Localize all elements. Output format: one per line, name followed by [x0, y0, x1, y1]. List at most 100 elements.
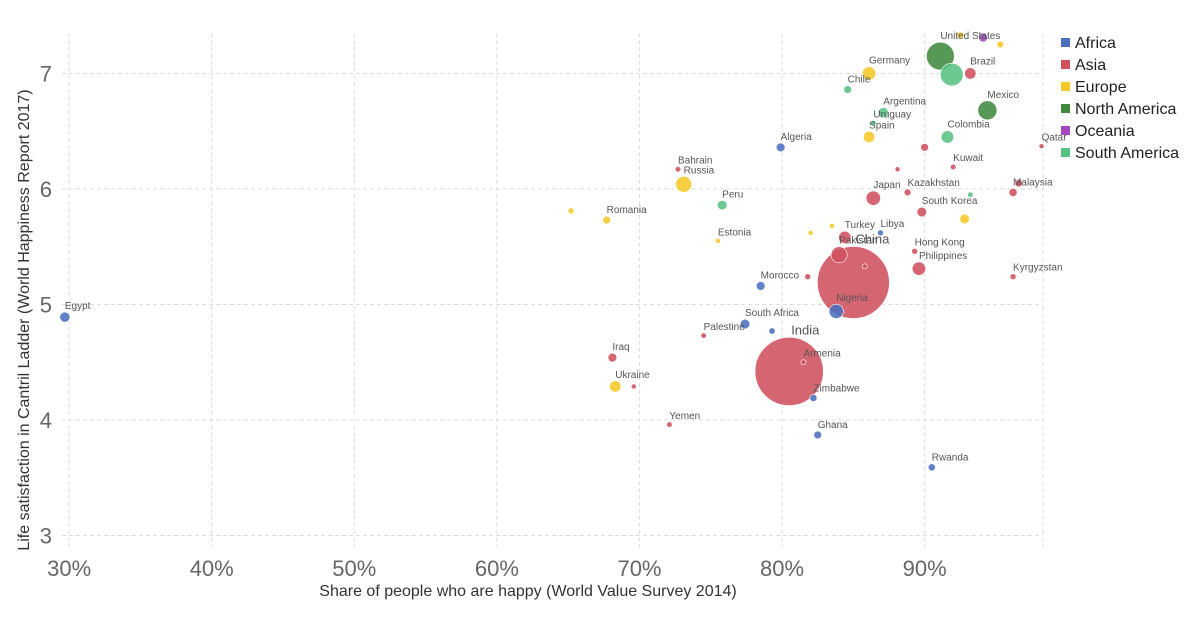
point-label: South Korea — [922, 196, 978, 207]
x-tick-label: 60% — [475, 556, 519, 581]
data-point — [607, 352, 618, 363]
data-point — [1009, 273, 1017, 281]
data-point — [804, 273, 812, 281]
point-label: Malaysia — [1013, 177, 1053, 188]
legend-swatch — [1061, 60, 1070, 69]
point-label: Argentina — [883, 97, 926, 108]
data-point — [602, 215, 611, 225]
data-point — [817, 246, 890, 319]
point-label: Philippines — [919, 251, 967, 262]
point-label: Hong Kong — [915, 237, 965, 248]
data-point — [927, 463, 936, 472]
y-tick-label: 5 — [40, 292, 52, 317]
data-point — [894, 166, 901, 173]
data-point — [59, 311, 71, 323]
point-label: Kuwait — [953, 153, 983, 164]
data-point — [877, 107, 889, 119]
legend-swatch — [1061, 148, 1070, 157]
data-point — [940, 130, 955, 144]
x-tick-label: 70% — [617, 556, 661, 581]
data-point — [809, 394, 818, 402]
data-point — [920, 143, 929, 152]
data-point — [700, 332, 707, 339]
point-label: Zimbabwe — [813, 383, 860, 394]
point-label: South Africa — [745, 308, 799, 319]
data-point — [964, 67, 977, 80]
data-point — [911, 247, 918, 255]
data-point — [956, 31, 965, 40]
data-point — [926, 41, 955, 71]
data-point — [959, 213, 970, 225]
data-point — [843, 85, 852, 94]
data-point — [754, 336, 824, 406]
data-point — [877, 229, 884, 237]
data-point — [1014, 179, 1023, 188]
point-label: Peru — [722, 189, 743, 200]
data-point — [903, 188, 912, 197]
point-label: Iraq — [612, 342, 629, 353]
y-tick-label: 3 — [40, 523, 52, 548]
data-point — [813, 430, 822, 440]
point-label: Armenia — [803, 349, 841, 360]
data-point — [800, 359, 807, 366]
legend-swatch — [1061, 38, 1070, 47]
point-label: Qatar — [1042, 133, 1068, 144]
point-label: Uruguay — [873, 109, 911, 120]
point-label: Japan — [873, 180, 900, 191]
point-label: Palestine — [704, 322, 746, 333]
point-label: Kazakhstan — [908, 178, 960, 189]
data-point — [717, 199, 728, 211]
data-point — [768, 327, 776, 335]
point-label: Spain — [869, 120, 895, 131]
data-point — [1038, 143, 1045, 150]
point-label: Libya — [880, 219, 904, 230]
point-label: Rwanda — [932, 453, 969, 464]
data-point — [630, 383, 637, 390]
data-point — [862, 66, 877, 81]
x-tick-label: 30% — [47, 556, 91, 581]
y-axis-title: Life satisfaction in Cantril Ladder (Wor… — [16, 89, 33, 550]
data-point — [838, 230, 852, 244]
data-point — [674, 166, 682, 173]
point-label: China — [855, 231, 890, 246]
data-point — [775, 142, 786, 153]
data-point — [828, 303, 844, 319]
point-label: Turkey — [845, 220, 875, 231]
point-label: Germany — [869, 56, 910, 67]
legend-label: South America — [1075, 145, 1179, 162]
legend: Africa Asia Europe North America Oceania Sout… — [1061, 35, 1179, 162]
point-label: United States — [940, 31, 1000, 42]
data-point — [715, 238, 721, 244]
point-label: Nigeria — [836, 293, 868, 304]
legend-label: North America — [1075, 101, 1176, 118]
data-point — [996, 40, 1004, 49]
data-point — [950, 163, 957, 171]
data-point — [870, 120, 877, 127]
legend-label: Oceania — [1075, 123, 1135, 140]
legend-swatch — [1061, 104, 1070, 113]
data-point — [865, 190, 881, 206]
data-point — [666, 421, 673, 428]
data-point — [863, 130, 876, 143]
y-tick-label: 4 — [40, 408, 52, 433]
point-label: Romania — [607, 205, 647, 216]
data-point — [940, 62, 964, 87]
point-label: Yemen — [669, 411, 700, 422]
x-axis-title: Share of people who are happy (World Val… — [319, 583, 736, 600]
point-label: Colombia — [947, 120, 990, 131]
legend-label: Europe — [1075, 79, 1127, 96]
data-points — [59, 31, 1045, 472]
data-point — [807, 229, 814, 236]
y-tick-label: 7 — [40, 61, 52, 86]
x-tick-label: 90% — [903, 556, 947, 581]
y-tick-label: 6 — [40, 177, 52, 202]
data-point — [1008, 187, 1018, 197]
legend-label: Asia — [1075, 57, 1106, 74]
point-label: Brazil — [970, 57, 995, 68]
data-point — [829, 223, 835, 229]
point-label: Bahrain — [678, 156, 712, 167]
tick-labels: 30% 40% 50% 60% 70% 80% 90% 3 4 5 6 7 — [40, 61, 947, 581]
point-label: Pakistan — [839, 236, 877, 247]
point-label: Ukraine — [615, 370, 650, 381]
